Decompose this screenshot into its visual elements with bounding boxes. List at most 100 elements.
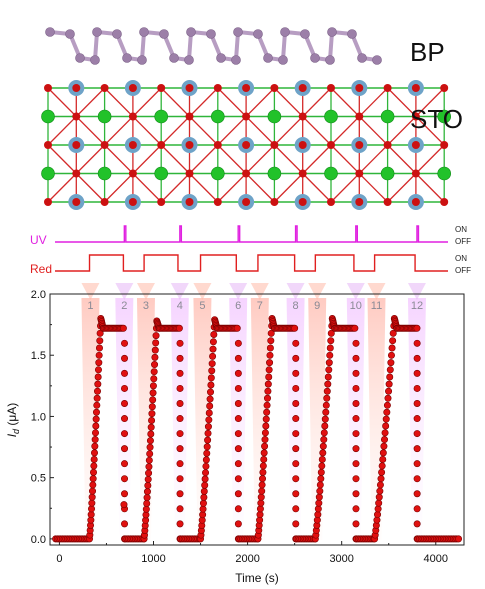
data-point <box>90 462 98 470</box>
data-point <box>95 344 103 352</box>
data-point <box>385 387 393 395</box>
bp-atom <box>263 53 273 63</box>
data-point <box>202 469 210 477</box>
bp-atom <box>206 29 216 39</box>
sto-o-atom <box>185 84 194 92</box>
data-point <box>292 490 300 498</box>
y-axis-unit: (μA) <box>5 403 19 429</box>
data-point <box>234 399 242 407</box>
data-point <box>175 324 183 332</box>
data-point <box>352 490 360 498</box>
data-point <box>204 429 212 437</box>
sto-o-atom <box>72 141 81 149</box>
uv-label: UV <box>30 233 47 247</box>
data-point <box>176 415 184 423</box>
plot-frame <box>49 293 465 546</box>
data-point <box>205 409 213 417</box>
data-point <box>91 442 99 450</box>
data-point <box>176 520 184 528</box>
data-point <box>144 475 152 483</box>
bp-atom <box>139 27 149 37</box>
light-arrow <box>346 283 365 300</box>
sto-o-atom <box>383 84 392 92</box>
data-point <box>389 337 397 345</box>
data-point <box>89 487 97 495</box>
data-series <box>52 314 463 543</box>
bp-atom <box>310 53 320 63</box>
sto-o-atom <box>100 141 109 149</box>
x-tick-label: 0 <box>56 553 62 565</box>
data-point <box>95 351 103 359</box>
data-point <box>261 429 269 437</box>
bp-atom <box>357 53 367 63</box>
data-point <box>378 468 386 476</box>
bp-atom <box>122 53 132 63</box>
data-point <box>257 499 265 507</box>
data-point <box>94 373 102 381</box>
sto-o-atom <box>72 198 81 206</box>
data-point <box>176 475 184 483</box>
sto-o-atom <box>440 198 449 206</box>
data-point <box>90 468 98 476</box>
sto-o-atom <box>411 141 420 149</box>
sto-ti-atom <box>211 166 225 181</box>
sto-o-atom <box>213 141 222 149</box>
data-point <box>257 493 265 501</box>
data-point <box>88 505 96 513</box>
bp-atom <box>300 29 310 39</box>
data-point <box>318 455 326 463</box>
sto-o-atom <box>298 141 307 149</box>
light-arrow <box>308 283 327 300</box>
data-point <box>352 354 360 362</box>
data-point <box>259 468 267 476</box>
data-point <box>206 402 214 410</box>
sto-o-atom <box>242 169 251 178</box>
step-label: 3 <box>143 300 149 312</box>
data-point <box>121 399 129 407</box>
data-point <box>265 373 273 381</box>
data-point <box>152 332 160 340</box>
sto-o-atom <box>383 141 392 149</box>
step-label: 12 <box>411 300 423 312</box>
data-point <box>327 329 335 337</box>
sto-ti-atom <box>154 109 168 124</box>
step-label: 11 <box>371 300 382 312</box>
data-point <box>319 442 327 450</box>
data-point <box>201 481 209 489</box>
data-point <box>91 436 99 444</box>
y-tick-label: 0.5 <box>31 473 46 485</box>
data-point <box>92 429 100 437</box>
y-axis-title: Id (μA) <box>5 403 21 438</box>
y-tick-label: 2.0 <box>31 289 46 301</box>
data-point <box>234 415 242 423</box>
data-point <box>93 394 101 402</box>
bp-atom <box>169 53 179 63</box>
x-tick-label: 1000 <box>141 553 165 565</box>
data-point <box>316 487 324 495</box>
data-point <box>376 487 384 495</box>
data-point <box>379 455 387 463</box>
step-label: 6 <box>235 300 241 312</box>
data-point <box>119 324 127 332</box>
data-point <box>352 430 360 438</box>
data-point <box>150 375 158 383</box>
bp-atom <box>233 27 243 37</box>
data-point <box>207 381 215 389</box>
data-point <box>258 481 266 489</box>
bp-atom <box>325 55 335 65</box>
data-point <box>93 401 101 409</box>
sto-o-atom <box>355 169 364 178</box>
data-point <box>320 436 328 444</box>
sto-o-atom <box>185 198 194 206</box>
sto-ti-atom <box>324 109 338 124</box>
data-point <box>121 354 129 362</box>
data-point <box>92 408 100 416</box>
sto-o-atom <box>327 141 335 149</box>
data-point <box>176 460 184 468</box>
data-point <box>263 401 271 409</box>
x-tick-label: 4000 <box>424 553 448 565</box>
sto-o-atom <box>128 198 137 206</box>
data-point <box>322 401 330 409</box>
data-point <box>386 366 394 374</box>
